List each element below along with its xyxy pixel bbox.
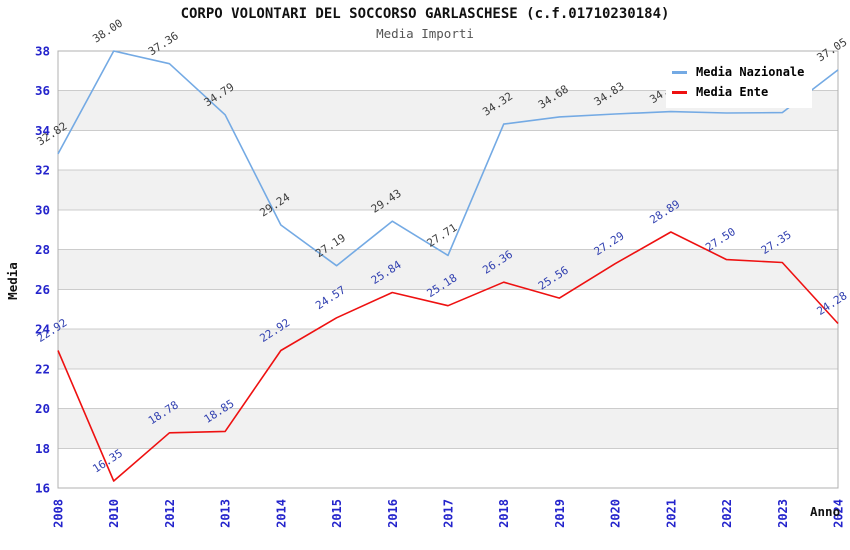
- x-tick-label: 2017: [442, 499, 456, 528]
- plot-band: [58, 329, 838, 369]
- y-tick-label: 18: [35, 441, 50, 456]
- x-tick-label: 2013: [219, 499, 233, 528]
- data-label-media-ente: 16.35: [90, 447, 125, 476]
- x-tick-label: 2024: [832, 499, 846, 528]
- x-tick-label: 2015: [330, 499, 344, 528]
- y-tick-label: 22: [35, 361, 50, 376]
- x-tick-label: 2012: [163, 499, 177, 528]
- legend-line-swatch-ente: [672, 90, 687, 94]
- chart-title: CORPO VOLONTARI DEL SOCCORSO GARLASCHESE…: [180, 6, 670, 22]
- y-tick-label: 30: [35, 202, 50, 217]
- y-tick-label: 38: [35, 44, 50, 59]
- plot-band: [58, 249, 838, 290]
- y-tick-label: 32: [35, 163, 50, 178]
- legend-label: Media Ente: [696, 85, 769, 99]
- y-tick-label: 16: [35, 481, 50, 496]
- x-tick-label: 2014: [274, 499, 288, 528]
- x-tick-label: 2021: [664, 499, 678, 528]
- x-tick-label: 2008: [52, 499, 66, 528]
- y-tick-label: 26: [35, 282, 50, 297]
- plot-border: [57, 50, 839, 489]
- y-axis-title: Media: [5, 262, 20, 300]
- legend: Media Nazionale Media Ente: [666, 57, 812, 108]
- y-tick-label: 28: [35, 242, 50, 257]
- legend-line-swatch-nazionale: [672, 70, 687, 74]
- x-tick-label: 2020: [609, 499, 623, 528]
- legend-item-media-nazionale: Media Nazionale: [672, 62, 806, 82]
- legend-label: Media Nazionale: [696, 65, 805, 79]
- x-tick-label: 2023: [776, 499, 790, 528]
- data-label-media-nazionale: 38.00: [90, 17, 125, 46]
- legend-item-media-ente: Media Ente: [672, 82, 806, 102]
- series-line-media-nazionale: [57, 50, 839, 267]
- data-label-media-nazionale: 37.36: [146, 29, 181, 58]
- y-tick-label: 34: [35, 123, 50, 138]
- x-tick-label: 2010: [107, 499, 121, 528]
- x-tick-label: 2022: [720, 499, 734, 528]
- y-tick-label: 24: [35, 322, 50, 337]
- plot-band: [58, 170, 838, 210]
- x-axis-title: Anno: [810, 504, 841, 519]
- y-tick-label: 20: [35, 401, 50, 416]
- x-tick-label: 2016: [386, 499, 400, 528]
- plot-band: [58, 408, 838, 449]
- y-tick-label: 36: [35, 83, 50, 98]
- data-label-media-nazionale: 37.05: [815, 35, 850, 64]
- series-line-media-ente: [57, 231, 839, 482]
- x-tick-label: 2018: [497, 499, 511, 528]
- x-tick-label: 2019: [553, 499, 567, 528]
- chart-subtitle: Media Importi: [376, 26, 474, 41]
- data-label-media-ente: 24.28: [815, 289, 850, 318]
- data-label-media-nazionale: 27.71: [425, 221, 460, 250]
